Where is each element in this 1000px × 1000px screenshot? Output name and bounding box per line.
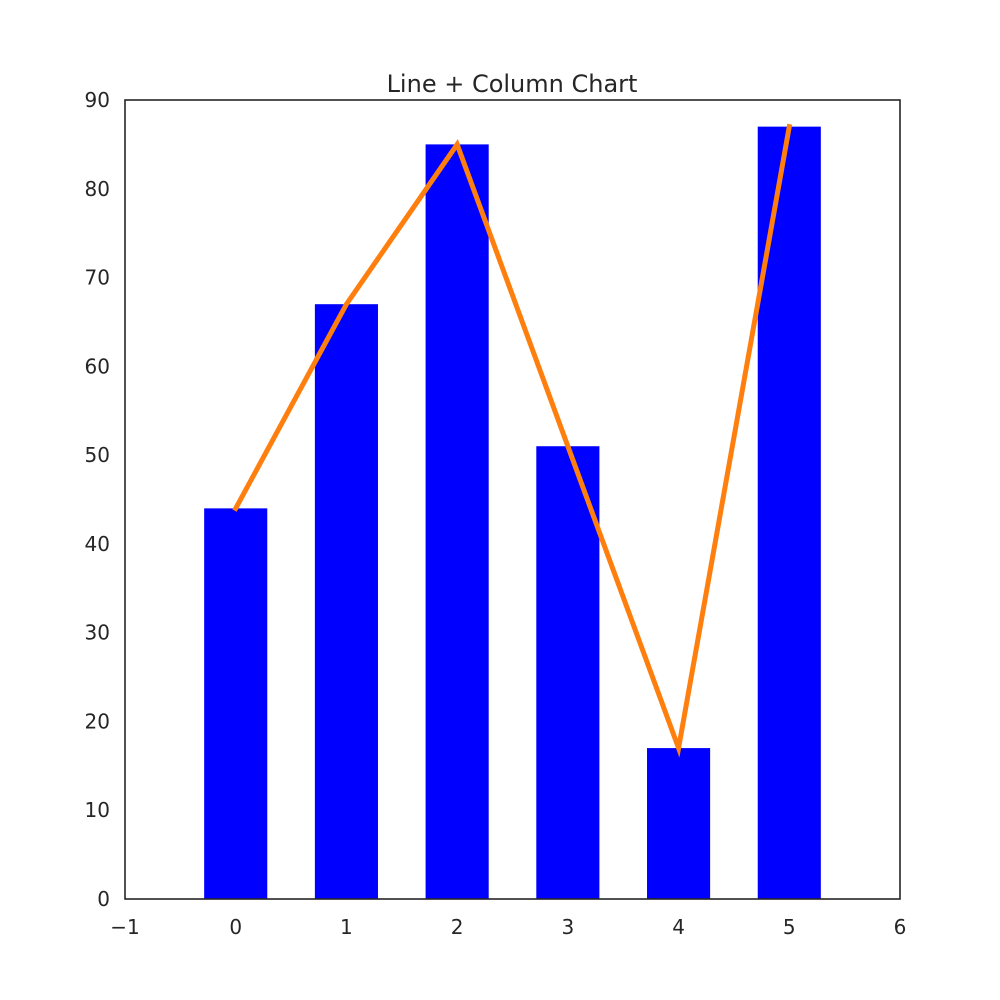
x-axis-ticks: −1 0 1 2 3 4 5 6 <box>110 915 906 939</box>
y-tick-label: 0 <box>97 887 110 911</box>
y-tick-label: 80 <box>85 177 110 201</box>
y-tick-label: 50 <box>85 443 110 467</box>
x-tick-label: 5 <box>783 915 796 939</box>
plot-frame <box>124 99 901 900</box>
x-tick-label: 3 <box>561 915 574 939</box>
y-tick-label: 60 <box>85 354 110 378</box>
line-series <box>232 123 793 758</box>
x-tick-label: 2 <box>451 915 464 939</box>
y-tick-label: 10 <box>85 798 110 822</box>
y-tick-label: 90 <box>85 88 110 112</box>
series-line <box>232 123 793 758</box>
y-axis-ticks: 0 10 20 30 40 50 60 70 80 90 <box>85 88 110 911</box>
axes <box>124 99 901 900</box>
bar-0 <box>204 508 268 899</box>
x-tick-label: 0 <box>229 915 242 939</box>
x-tick-label: −1 <box>110 915 139 939</box>
y-tick-label: 20 <box>85 709 110 733</box>
bar-2 <box>425 144 489 899</box>
bar-3 <box>536 446 600 899</box>
x-tick-label: 4 <box>672 915 685 939</box>
bar-1 <box>314 304 378 899</box>
bar-4 <box>647 748 711 899</box>
y-tick-label: 30 <box>85 621 110 645</box>
bar-series <box>204 126 821 900</box>
x-tick-label: 6 <box>894 915 907 939</box>
y-tick-label: 70 <box>85 266 110 290</box>
chart-title: Line + Column Chart <box>387 70 638 98</box>
x-tick-label: 1 <box>340 915 353 939</box>
y-tick-label: 40 <box>85 532 110 556</box>
